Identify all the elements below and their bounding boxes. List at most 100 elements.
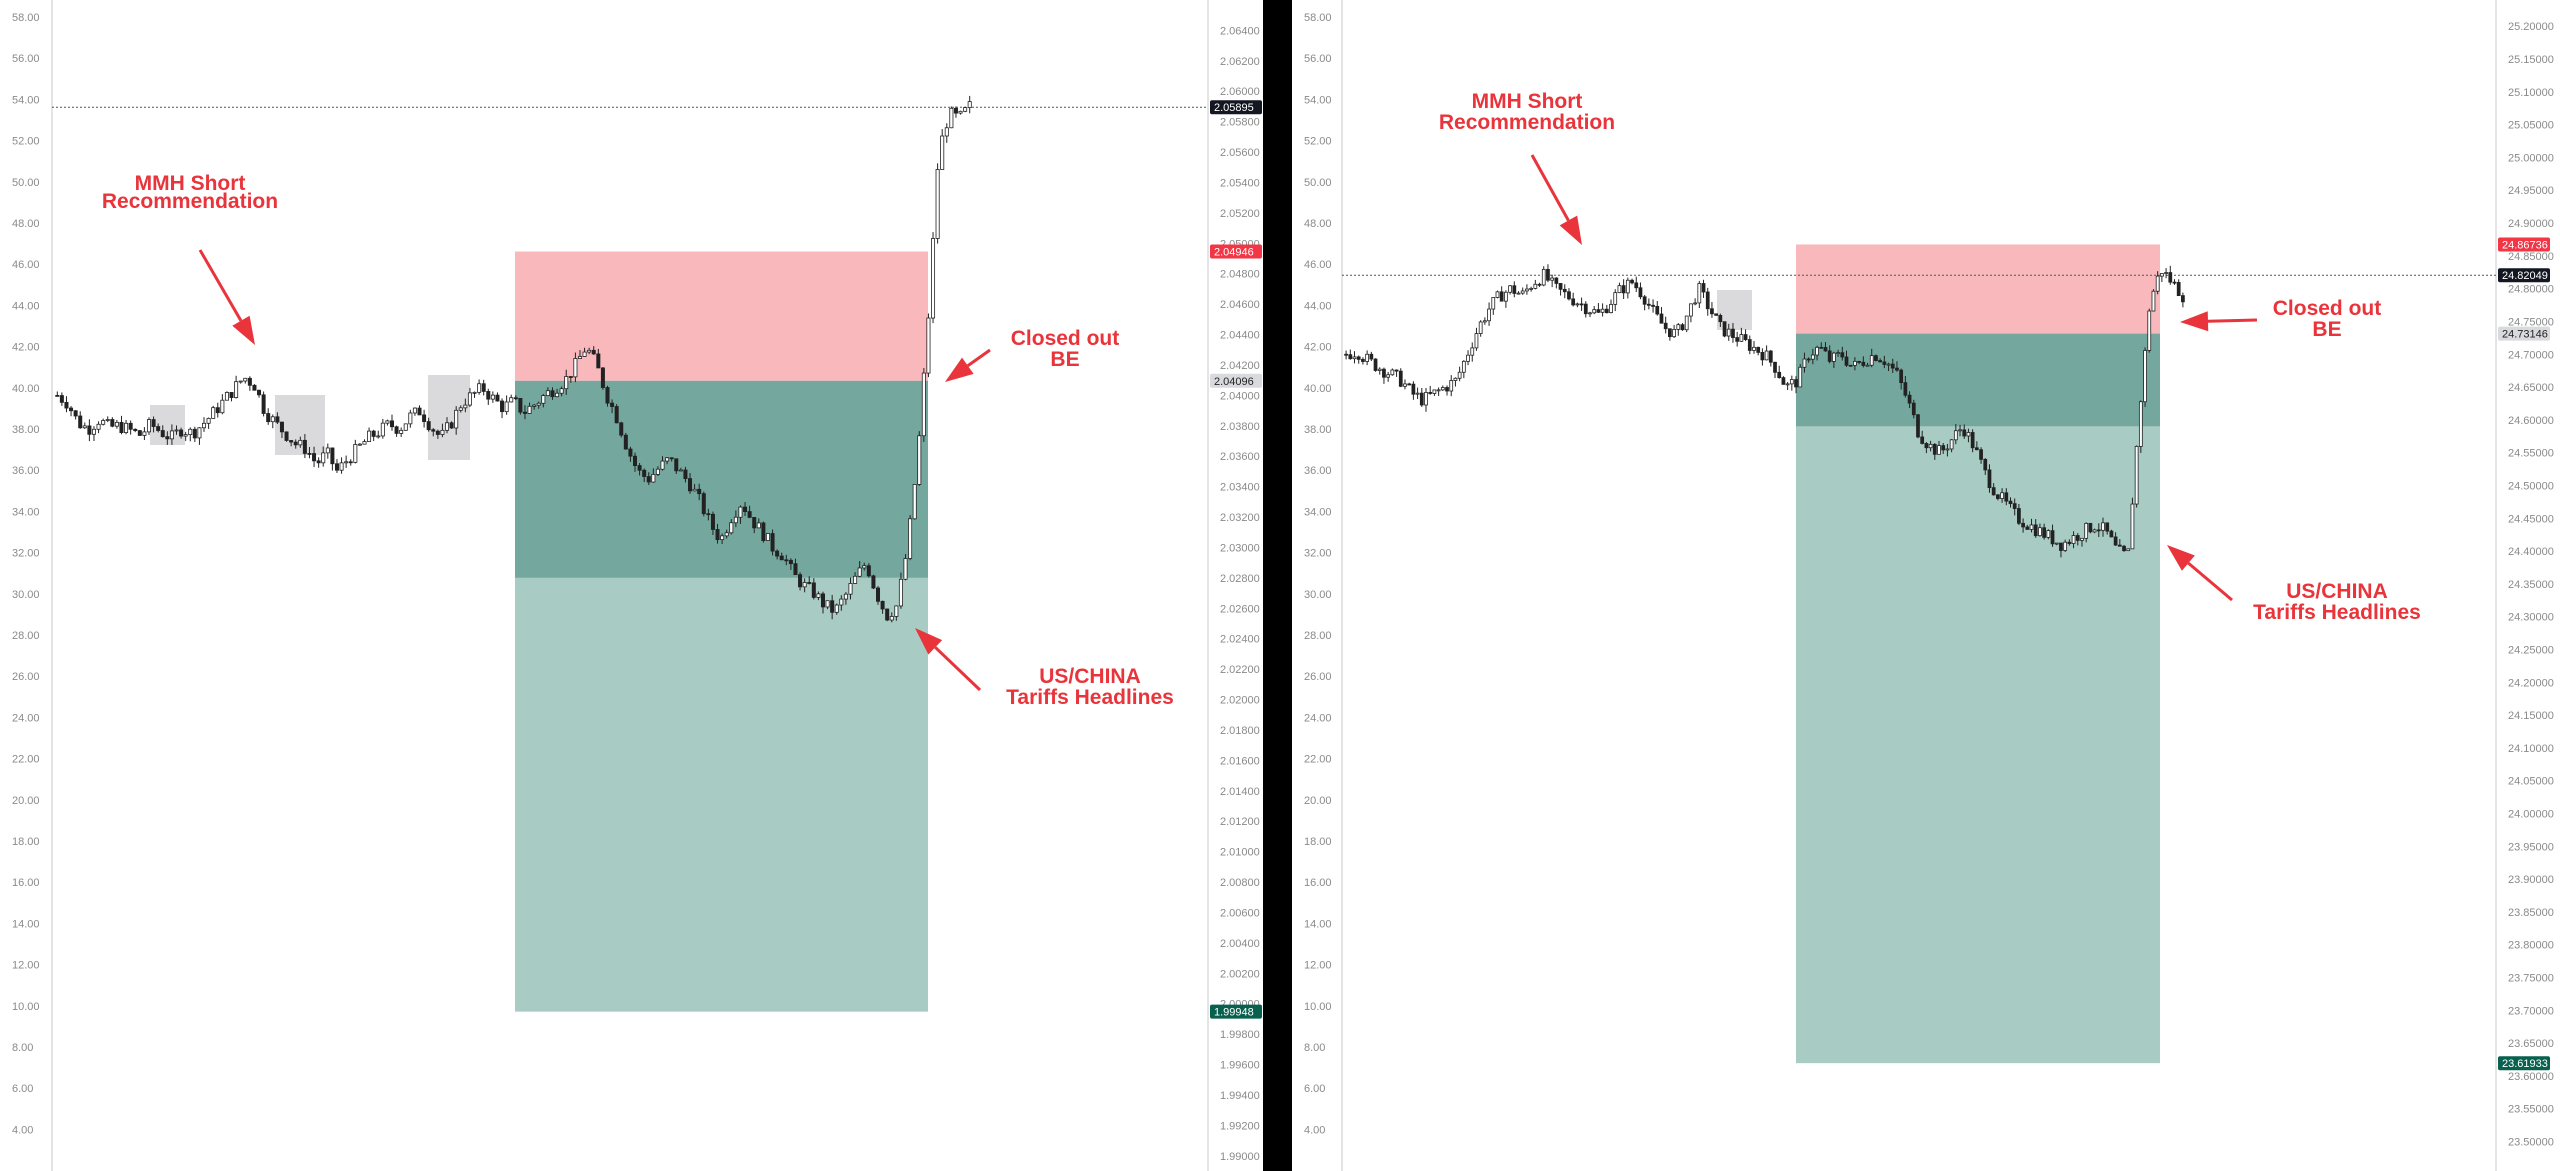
right-candle-body	[1806, 358, 1811, 361]
right-candle-body	[1705, 291, 1710, 310]
left-annotation-tariffs: US/CHINA	[1039, 665, 1141, 688]
right-candle-body	[1668, 328, 1672, 338]
left-target-zone	[515, 577, 928, 1012]
right-candle-body	[2038, 527, 2042, 537]
left-candle-body	[362, 441, 367, 445]
right-candle-body	[1794, 379, 1798, 388]
right-candle-body	[1735, 337, 1740, 342]
left-left-tick-label: 10.00	[12, 1001, 40, 1013]
left-candle-body	[179, 429, 184, 437]
right-candle-body	[1974, 447, 1979, 451]
left-candle-body	[665, 457, 670, 462]
right-right-tick-label: 23.75000	[2508, 972, 2554, 984]
right-target-badge: 23.61933	[2502, 1058, 2548, 1070]
right-candle-body	[1554, 277, 1559, 284]
left-right-tick-label: 2.02400	[1220, 634, 1260, 646]
left-candle-body	[527, 405, 532, 414]
right-candle-body	[1810, 354, 1815, 360]
right-candle-body	[1764, 350, 1769, 361]
left-candle-body	[252, 384, 257, 391]
right-left-tick-label: 20.00	[1304, 795, 1332, 807]
left-right-tick-label: 2.02200	[1220, 664, 1260, 676]
left-candle-body	[587, 349, 592, 353]
left-candle-body	[220, 399, 225, 414]
right-left-tick-label: 38.00	[1304, 424, 1332, 436]
right-candle-body	[1697, 283, 1702, 304]
left-right-tick-label: 2.04600	[1220, 299, 1260, 311]
left-candle-body	[564, 376, 569, 390]
right-candle-body	[1604, 308, 1609, 314]
right-candle-body	[1970, 432, 1975, 449]
left-candle-body	[820, 593, 825, 608]
left-candle-body	[857, 567, 862, 577]
left-candle-body	[137, 430, 142, 436]
left-candle-body	[477, 383, 482, 393]
left-arrow-mmh-shaft	[198, 249, 243, 322]
left-candle-body	[775, 550, 780, 557]
left-right-tick-label: 2.05600	[1220, 147, 1260, 159]
right-candle-body	[1785, 383, 1790, 386]
chart-right-svg[interactable]: 58.00 56.00 54.00 52.00 50.00 48.00 46.00 44.00…	[1292, 0, 2560, 1171]
left-candle-body	[293, 441, 298, 446]
chart-panel-left[interactable]: 58.00 56.00 54.00 52.00 50.00 48.00 46.00 44.00…	[0, 0, 1263, 1171]
right-candle-body	[1386, 374, 1391, 378]
right-arrow-tariffs-shaft	[2187, 561, 2233, 602]
right-right-tick-label: 24.75000	[2508, 316, 2554, 328]
left-candle-body	[889, 616, 894, 621]
left-candle-body	[197, 427, 202, 439]
right-candle-body	[1478, 321, 1483, 334]
left-right-tick-label: 1.99000	[1220, 1151, 1260, 1163]
right-entry-zone	[1796, 333, 2160, 427]
left-candle-body	[192, 428, 197, 439]
left-candle-body	[632, 455, 638, 466]
left-candle-body	[261, 394, 266, 414]
left-candle-body	[69, 407, 74, 412]
left-candle-body	[399, 429, 404, 434]
left-candle-body	[316, 460, 321, 464]
right-candle-body	[2075, 535, 2080, 541]
right-right-tick-label: 24.95000	[2508, 185, 2554, 197]
left-arrow-closed-head	[945, 357, 974, 382]
right-right-tick-label: 24.10000	[2508, 743, 2554, 755]
right-candle-body	[1743, 334, 1748, 340]
right-candle-body	[2172, 281, 2177, 284]
left-candle-body	[894, 605, 899, 617]
right-candle-body	[1676, 324, 1681, 330]
left-candle-body	[756, 522, 761, 529]
left-candle-body	[142, 431, 147, 436]
right-left-tick-label: 34.00	[1304, 506, 1332, 518]
left-annotation-closed: Closed out	[1011, 327, 1120, 350]
left-candle-body	[412, 407, 417, 414]
right-candle-body	[2122, 545, 2126, 552]
left-candle-body	[715, 529, 720, 541]
left-candle-body	[559, 388, 564, 394]
left-candle-body	[788, 559, 793, 565]
left-candle-body	[660, 460, 665, 470]
left-right-tick-label: 1.99400	[1220, 1090, 1260, 1102]
right-candle-body	[1756, 346, 1761, 353]
chart-left-svg[interactable]: 58.00 56.00 54.00 52.00 50.00 48.00 46.00 44.00…	[0, 0, 1263, 1171]
left-candle-body	[743, 506, 748, 512]
left-candle-body	[229, 392, 234, 398]
left-arrow-closed-shaft	[966, 348, 991, 367]
left-candle-body	[811, 582, 816, 598]
left-annotation-tariffs: Tariffs Headlines	[1006, 686, 1174, 709]
right-candle-body	[1836, 352, 1840, 355]
right-right-tick-label: 23.85000	[2508, 907, 2554, 919]
right-candle-body	[1482, 320, 1487, 323]
right-candle-body	[1403, 383, 1407, 387]
right-candle-body	[1571, 298, 1576, 306]
right-candle-body	[1499, 291, 1504, 302]
left-candle-body	[243, 377, 248, 382]
chart-panel-right[interactable]: 58.00 56.00 54.00 52.00 50.00 48.00 46.00 44.00…	[1292, 0, 2560, 1171]
left-left-tick-label: 4.00	[12, 1124, 33, 1136]
right-left-tick-label: 24.00	[1304, 712, 1332, 724]
right-candle-body	[1646, 303, 1651, 306]
left-left-tick-label: 48.00	[12, 218, 40, 230]
left-candle-body	[105, 419, 110, 421]
left-left-tick-label: 34.00	[12, 506, 40, 518]
left-candle-body	[321, 452, 326, 464]
left-candle-body	[385, 420, 390, 424]
right-candle-body	[1562, 288, 1567, 293]
right-candle-body	[2004, 492, 2009, 502]
